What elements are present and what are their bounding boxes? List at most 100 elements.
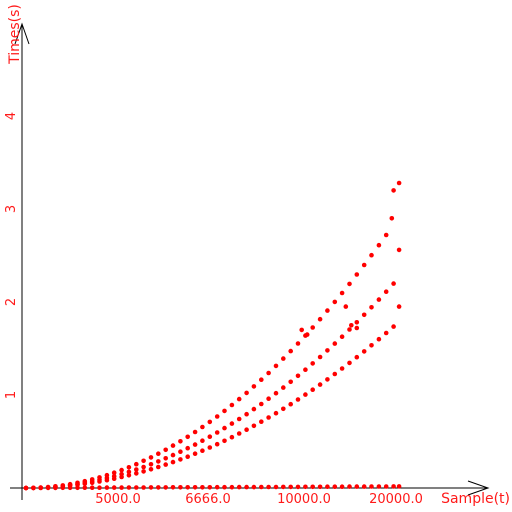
data-point-series-4 [156, 485, 161, 490]
x-tick-label: 5000.0 [95, 492, 141, 507]
data-point-series-4 [214, 484, 220, 490]
data-point-series-2 [207, 434, 213, 440]
data-point-series-3 [119, 474, 124, 480]
data-point-series-1 [207, 419, 213, 425]
data-point-series-4 [75, 485, 80, 491]
data-point-series-1 [126, 465, 132, 470]
data-point-series-4 [244, 484, 249, 490]
y-axis-label: Times(s) [7, 4, 23, 65]
data-point-series-3 [288, 401, 294, 407]
data-point-series-1 [391, 188, 396, 193]
data-point-series-2 [347, 327, 352, 332]
data-point-series-2 [383, 289, 389, 295]
data-point-series-4 [396, 484, 402, 489]
data-point-series-1 [119, 467, 124, 473]
data-point-series-3 [178, 457, 183, 462]
data-point-series-4 [207, 485, 213, 490]
data-point-series-1 [376, 242, 382, 248]
data-point-series-4 [23, 485, 29, 491]
data-point-series-4 [266, 484, 271, 490]
data-point-series-4 [259, 484, 264, 490]
data-point-series-2 [266, 396, 271, 402]
data-point-series-3 [369, 343, 374, 348]
data-point-series-4 [383, 484, 389, 489]
data-point-series-2 [178, 449, 183, 455]
data-point-series-2 [310, 361, 316, 366]
data-point-series-4 [200, 485, 205, 490]
data-point-series-2 [156, 459, 161, 464]
data-point-series-3 [82, 481, 88, 487]
data-point-series-3 [214, 441, 220, 447]
data-point-series-2 [126, 469, 132, 475]
data-point-series-4 [178, 485, 183, 490]
data-point-series-3 [185, 454, 190, 460]
data-point-series-1 [310, 325, 316, 330]
data-point-series-2 [134, 467, 139, 472]
data-point-series-2 [332, 341, 338, 346]
data-point-series-2 [369, 305, 374, 310]
data-point-series-1 [141, 458, 146, 464]
data-point-series-3 [229, 434, 235, 440]
data-point-series-4 [148, 485, 154, 490]
data-point-series-3 [339, 366, 345, 371]
data-point-series-2 [361, 312, 367, 318]
data-point-series-3 [281, 406, 286, 412]
data-point-series-4 [126, 485, 132, 490]
data-point-series-1 [361, 262, 367, 268]
data-point-series-2 [229, 421, 235, 426]
data-point-series-1 [236, 396, 242, 402]
data-point-series-1 [163, 447, 168, 453]
y-tick-label: 3 [4, 205, 19, 213]
data-point-series-4 [281, 484, 286, 490]
data-point-series-4 [354, 484, 360, 489]
data-point-series-1 [251, 384, 257, 389]
data-point-series-1 [214, 414, 220, 419]
data-point-series-3 [192, 451, 198, 457]
data-point-series-4 [339, 484, 345, 490]
data-point-series-1 [185, 434, 190, 440]
data-point-series-4 [303, 484, 308, 490]
data-point-series-3 [163, 462, 168, 467]
data-point-series-1 [332, 299, 338, 305]
data-point-series-4 [89, 485, 95, 491]
data-point-series-4 [185, 485, 190, 490]
data-point-series-3 [170, 459, 176, 465]
data-point-series-2 [295, 373, 301, 379]
data-point-series-3 [332, 371, 338, 377]
data-point-series-3 [259, 419, 264, 425]
data-point-series-3 [383, 330, 389, 336]
data-point-series-3 [325, 377, 330, 382]
data-point-series-4 [222, 484, 227, 490]
data-point-series-2 [148, 462, 154, 467]
data-point-series-2 [200, 438, 205, 444]
data-point-series-4 [317, 484, 323, 490]
axes [10, 22, 490, 500]
data-point-series-3 [303, 392, 308, 397]
x-tick-label: 20000.0 [369, 492, 423, 507]
data-point-series-3 [222, 438, 227, 444]
data-point-series-1 [347, 281, 352, 287]
data-point-series-4 [376, 484, 382, 489]
data-point-series-4 [310, 484, 316, 490]
y-tick-label: 4 [4, 112, 19, 120]
data-point-series-1 [273, 363, 279, 369]
data-point-series-4 [60, 485, 66, 491]
data-point-series-3 [354, 354, 360, 360]
data-point-series-4 [332, 484, 338, 490]
data-point-series-2 [325, 348, 330, 353]
data-point-series-3 [200, 448, 205, 454]
x-tick-labels: 5000.0 6666.0 10000.0 20000.0 [95, 492, 423, 507]
data-point-outlier [343, 304, 349, 309]
data-point-series-4 [163, 485, 168, 490]
x-axis-arrow-icon [467, 480, 490, 496]
data-point-series-1 [229, 402, 235, 408]
data-point-series-2 [163, 456, 168, 461]
data-point-series-1 [396, 180, 402, 186]
data-point-series-3 [266, 415, 271, 420]
data-point-series-1 [383, 232, 389, 238]
data-point-series-4 [45, 485, 51, 491]
data-point-series-1 [244, 390, 249, 396]
data-point-series-3 [317, 382, 323, 387]
data-point-series-3 [347, 360, 352, 366]
data-point-series-3 [244, 427, 249, 433]
